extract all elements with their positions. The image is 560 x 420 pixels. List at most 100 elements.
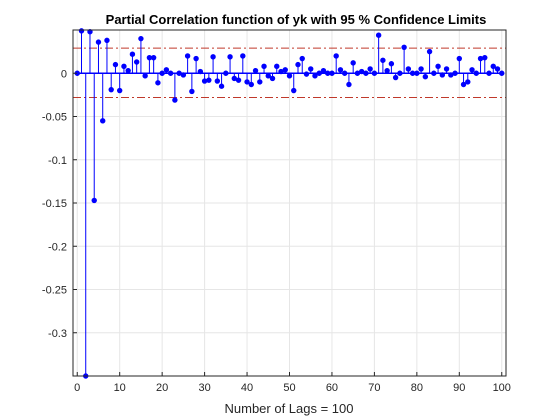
stem-marker [401,44,407,50]
tick-labels: 0 10 20 30 40 50 60 70 80 90 100 0 -0.05 -0.1 -0.15 -0.… [42,68,511,394]
x-tick-label: 90 [453,382,465,394]
stem-marker [248,81,254,88]
stem-marker [112,61,119,68]
stem-marker [350,60,356,66]
stem-marker [167,70,174,76]
stem-marker [252,67,259,74]
stem-marker [133,59,140,65]
stem-marker [392,74,399,81]
y-tick-label: -0.3 [48,328,67,340]
stem-marker [439,72,446,78]
stem-marker [193,55,199,62]
stem-marker [295,61,301,68]
stem-marker [116,87,123,94]
stem-marker [341,70,348,76]
stem-marker [129,51,136,57]
stem-marker [397,70,403,76]
stem-marker [431,70,437,76]
y-tick-label: -0.15 [42,198,67,210]
stem-marker [155,80,161,86]
stem-marker [172,97,178,103]
stem-marker [405,66,412,72]
stem-marker [452,70,458,76]
stem-marker [227,54,233,60]
stem-marker [87,29,93,35]
stem-marker [371,70,378,76]
stem-marker [223,70,229,76]
stem-marker [460,81,467,88]
stem-marker [414,70,420,76]
stem-marker [125,67,131,74]
y-tick-label: 0 [61,68,67,80]
x-tick-label: 100 [493,382,511,394]
stem-marker [490,63,496,70]
y-tick-label: -0.25 [42,285,67,297]
stem-marker [443,66,450,72]
stem-marker [308,66,314,72]
stem-marker [150,54,157,61]
stem-marker [320,67,327,74]
stem-marker [274,63,280,70]
x-tick-label: 20 [156,382,168,394]
x-tick-label: 60 [326,382,338,394]
stem-marker [206,77,212,83]
stem-marker [363,70,369,76]
stem-marker [367,66,373,72]
stem-marker [303,71,310,77]
stem-marker [299,55,305,62]
axes [72,29,507,377]
y-tick-label: -0.1 [48,155,67,167]
stem-marker [375,32,382,38]
stem-marker [384,67,390,74]
stem-marker [329,70,335,76]
stem-marker [180,72,187,78]
stem-marker [380,57,386,63]
stem-marker [210,54,216,60]
stem-marker [494,66,501,72]
stem-marker [218,83,225,89]
x-tick-label: 40 [241,382,253,394]
stem-marker [142,73,148,79]
stem-marker [163,67,170,73]
stem-marker [269,75,276,82]
stem-marker [435,63,441,70]
stem-marker [291,87,297,94]
stem-marker [235,77,242,83]
stem-marker [337,67,344,73]
stem-marker [286,73,293,79]
stem-series [74,28,505,379]
stem-marker [78,28,85,34]
stem-marker [91,197,97,204]
stem-marker [482,54,488,61]
stem-marker [346,81,352,88]
chart-title: Partial Correlation function of yk with … [106,12,487,27]
x-tick-label: 0 [74,382,80,394]
x-tick-label: 50 [283,382,295,394]
stem-marker [197,68,204,75]
stem-marker [312,73,318,79]
stem-marker [95,39,102,45]
stem-marker [240,53,246,59]
stem-marker [138,35,144,42]
stem-marker [104,37,110,44]
stem-marker [214,78,221,84]
stem-marker [456,55,463,62]
stem-marker [499,70,505,76]
stem-marker [121,63,127,70]
stem-marker [189,88,195,95]
stem-marker [108,86,114,93]
stem-marker [257,79,263,85]
y-tick-label: -0.05 [42,112,67,124]
stem-marker [244,79,250,85]
stem-marker [333,53,339,59]
stem-marker [473,70,479,76]
stem-marker [469,67,475,73]
stem-marker [282,67,288,73]
stem-marker [261,63,267,70]
stem-marker [100,118,106,124]
stem-marker [316,70,322,76]
x-tick-label: 10 [114,382,126,394]
stem-marker [426,48,433,55]
